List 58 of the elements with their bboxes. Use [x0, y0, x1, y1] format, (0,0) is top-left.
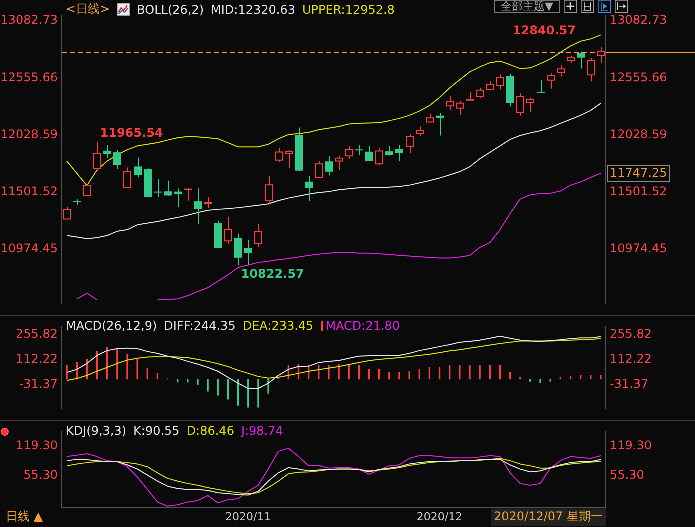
y-tick-label: 12555.66 — [0, 70, 58, 84]
legend-label: MACD:21.80 — [326, 319, 400, 333]
candlestick — [436, 112, 444, 136]
candlestick — [386, 146, 394, 156]
y2-tick-label: -31.37 — [610, 376, 649, 391]
text: 2020/12/07 星期一 — [494, 510, 604, 524]
text: 10822.57 — [241, 266, 304, 281]
candlestick — [164, 180, 172, 197]
y2-tick-label: 12028.59 — [610, 127, 668, 142]
candlestick — [538, 80, 546, 94]
text: 11747.25 — [607, 165, 670, 182]
x-tick-label: 2020/12 — [416, 510, 463, 524]
y-tick-label: 12028.59 — [0, 127, 58, 142]
candlestick — [104, 145, 112, 159]
y2-tick-label: 12555.66 — [610, 70, 668, 84]
text: D:86.46 — [186, 424, 234, 438]
y-tick-label: 11501.52 — [0, 184, 58, 198]
text: 全部主题▼ — [494, 0, 560, 13]
y2-tick-label: 119.30 — [610, 438, 652, 453]
text: 12840.57 — [512, 23, 576, 38]
y-tick-label: 119.30 — [16, 438, 58, 453]
y2-tick-label: 55.30 — [610, 468, 644, 482]
y-tick-label: 112.22 — [16, 352, 58, 366]
y-tick-label: 255.82 — [16, 326, 58, 341]
candlestick — [154, 178, 162, 198]
y-tick-label: 13082.73 — [0, 13, 58, 28]
y-tick-label: -31.37 — [19, 376, 58, 391]
chart-title: KDJ(9,3,3) — [66, 424, 127, 438]
y2-tick-label: 11501.52 — [610, 184, 668, 198]
text: DEA:233.45 — [242, 319, 314, 333]
candlestick — [578, 51, 586, 70]
y-tick-label: 10974.45 — [0, 241, 58, 256]
text: 11965.54 — [100, 126, 164, 140]
series-label: J:98.74 — [241, 424, 284, 438]
candlestick — [356, 144, 364, 156]
text: K:90.55 — [134, 424, 180, 438]
text: 日线 ▲ — [6, 510, 44, 524]
text: MID:12320.63 — [211, 2, 296, 16]
candlestick — [366, 146, 374, 162]
candlestick — [396, 144, 404, 162]
series-label: DIFF:244.35 — [164, 319, 236, 333]
y2-tick-label: 13082.73 — [610, 13, 668, 28]
chart-title: MACD(26,12,9) — [66, 319, 158, 333]
y-tick-label: 55.30 — [24, 468, 58, 482]
y2-tick-label: 255.82 — [610, 326, 652, 341]
candlestick — [134, 157, 142, 178]
chart-title: <日线> — [66, 1, 110, 18]
candlestick — [244, 239, 252, 266]
x-tick-label: 2020/11 — [226, 510, 272, 524]
candlestick — [114, 150, 122, 170]
candlestick — [326, 156, 334, 176]
text: UPPER:12952.8 — [302, 2, 395, 16]
candlestick — [194, 188, 202, 225]
candlestick — [306, 176, 314, 202]
candlestick — [234, 233, 242, 266]
legend-title: BOLL(26,2) — [137, 2, 204, 16]
y2-tick-label: 10974.45 — [610, 241, 668, 256]
y2-tick-label: 112.22 — [610, 352, 652, 366]
